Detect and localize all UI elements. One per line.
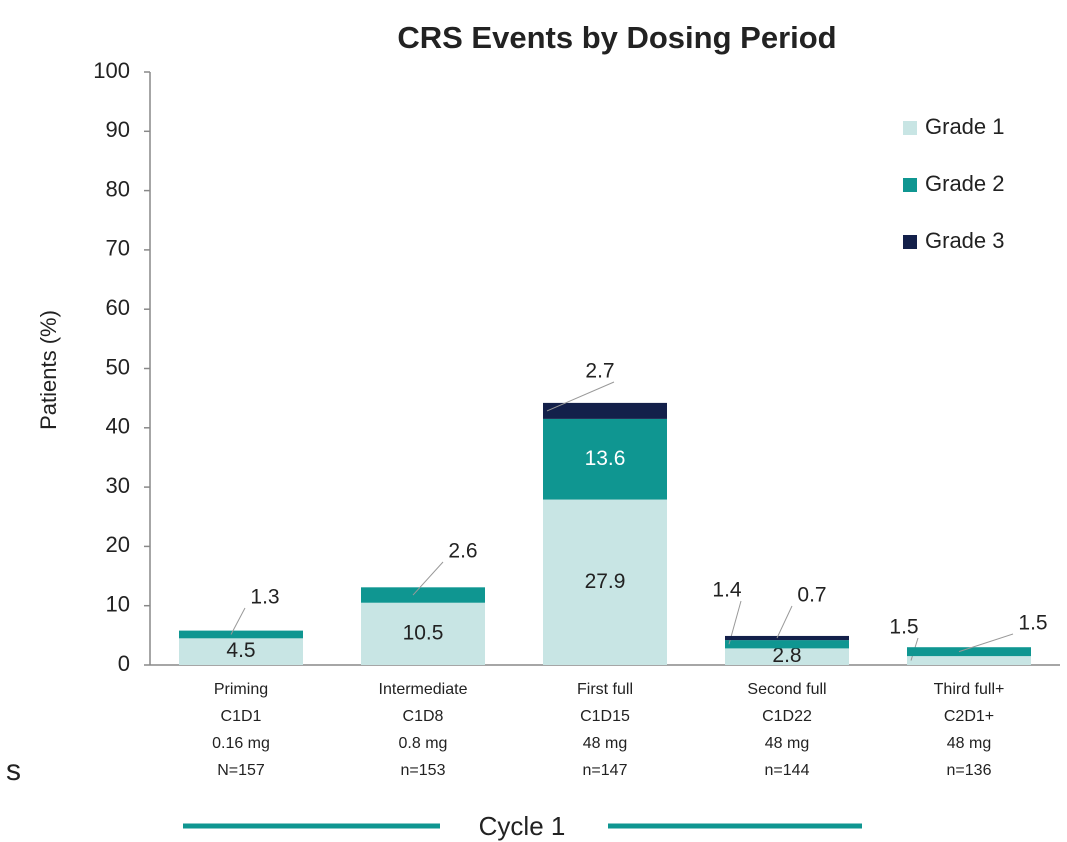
x-tick-label: 48 mg [583,735,627,752]
legend-swatch [903,121,917,135]
legend-label: Grade 2 [925,171,1005,196]
bar-segment [179,630,303,639]
value-label: 1.5 [889,616,918,639]
y-tick-label: 0 [118,651,130,676]
x-tick-label: 0.8 mg [399,735,448,752]
value-label: 1.3 [250,586,279,609]
x-tick-label: C1D22 [762,708,812,725]
side-fragment: s [6,754,21,787]
y-tick-label: 80 [106,176,130,201]
value-label: 2.8 [772,644,801,667]
value-label: 1.4 [712,579,742,602]
bar-segment [179,638,303,665]
x-tick-label: Priming [214,681,268,698]
y-tick-label: 100 [93,58,130,83]
y-tick-label: 50 [106,354,130,379]
x-tick-label: First full [577,681,633,698]
bar-segment [543,418,667,500]
x-tick-label: C1D8 [403,708,444,725]
value-label: 1.5 [1018,612,1047,635]
x-tick-label: Second full [747,681,826,698]
group-label: Cycle 1 [479,811,566,841]
y-tick-label: 10 [106,592,130,617]
x-tick-label: C1D1 [221,708,262,725]
bar-segment [361,587,485,603]
bar-segment [725,635,849,641]
value-label: 27.9 [585,570,626,593]
y-tick-label: 70 [106,236,130,261]
value-label: 2.6 [448,540,477,563]
x-tick-label: N=157 [217,762,265,779]
leader-line [776,605,793,639]
x-tick-label: Intermediate [379,681,468,698]
x-tick-label: 0.16 mg [212,735,270,752]
y-tick-label: 60 [106,295,130,320]
chart-title: CRS Events by Dosing Period [397,20,836,55]
value-label: 0.7 [797,584,826,607]
y-tick-label: 90 [106,117,130,142]
value-label: 2.7 [585,360,614,383]
value-label: 10.5 [403,621,444,644]
x-tick-label: C1D15 [580,708,630,725]
legend-swatch [903,235,917,249]
x-tick-label: n=144 [765,762,810,779]
bar-segment [725,640,849,649]
value-label: 4.5 [226,639,255,662]
bar-segment [907,647,1031,657]
x-tick-label: 48 mg [947,735,991,752]
y-tick-label: 40 [106,414,130,439]
x-tick-label: 48 mg [765,735,809,752]
x-tick-label: C2D1+ [944,708,994,725]
leader-line [958,633,1014,653]
x-tick-label: n=136 [947,762,992,779]
x-tick-label: Third full+ [934,681,1005,698]
bar-segment [361,602,485,665]
legend-swatch [903,178,917,192]
y-axis-label: Patients (%) [36,310,61,430]
legend-label: Grade 1 [925,114,1005,139]
x-tick-label: n=147 [583,762,628,779]
leader-line [230,607,246,635]
value-label: 13.6 [585,447,626,470]
bar-segment [907,656,1031,665]
bar-segment [543,499,667,665]
leader-line [412,561,444,596]
legend-label: Grade 3 [925,228,1005,253]
x-tick-label: n=153 [401,762,446,779]
bar-segment [543,402,667,419]
bar-segment [725,648,849,665]
y-tick-label: 30 [106,473,130,498]
y-tick-label: 20 [106,532,130,557]
leader-line [546,381,615,412]
